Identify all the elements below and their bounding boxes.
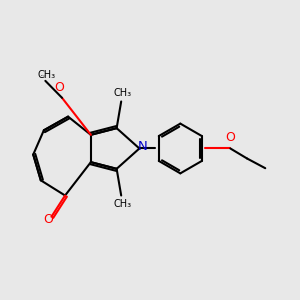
Text: O: O (43, 213, 53, 226)
Text: CH₃: CH₃ (114, 88, 132, 98)
Text: CH₃: CH₃ (38, 70, 56, 80)
Text: O: O (225, 131, 235, 144)
Text: methoxy: methoxy (41, 75, 47, 76)
Text: N: N (138, 140, 148, 154)
Text: O: O (55, 81, 64, 94)
Text: CH₃: CH₃ (114, 199, 132, 209)
